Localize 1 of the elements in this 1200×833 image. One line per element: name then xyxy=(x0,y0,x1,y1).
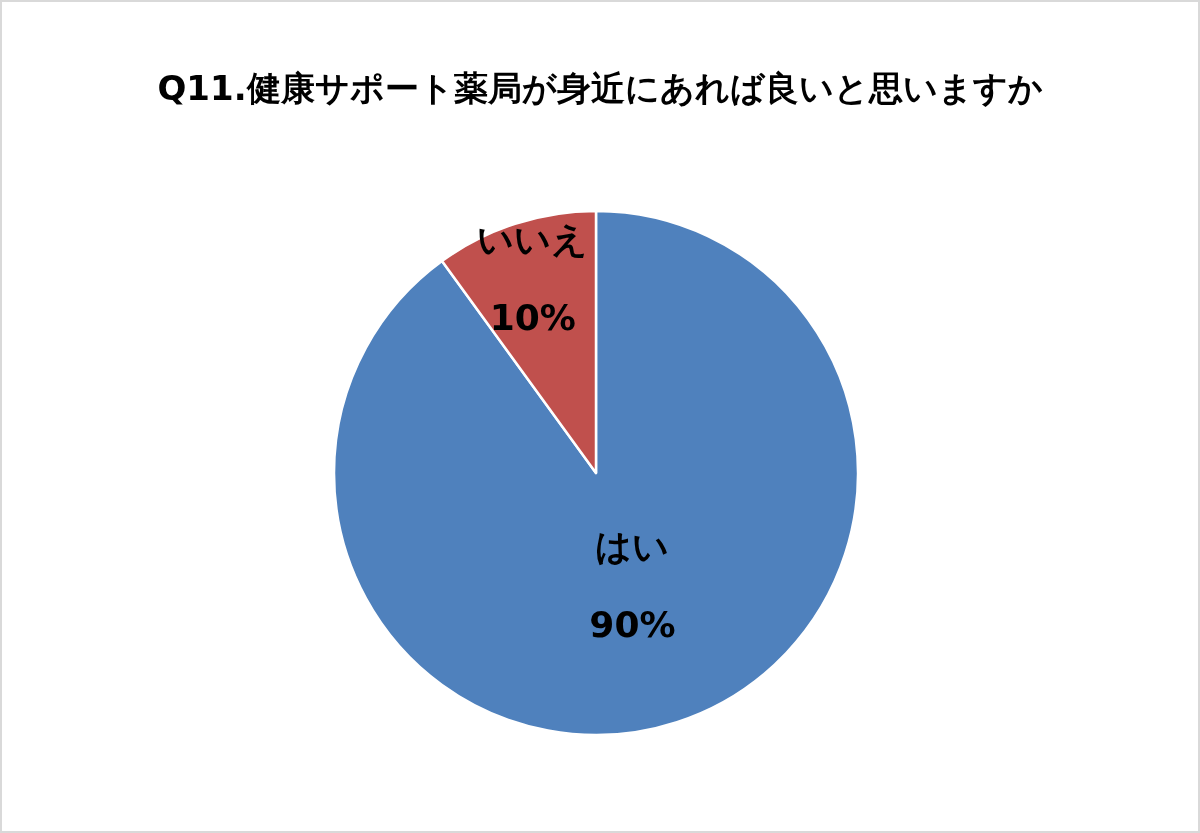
title: Q11.健康サポート薬局が身近にあれば良いと思いますか xyxy=(157,68,1043,108)
